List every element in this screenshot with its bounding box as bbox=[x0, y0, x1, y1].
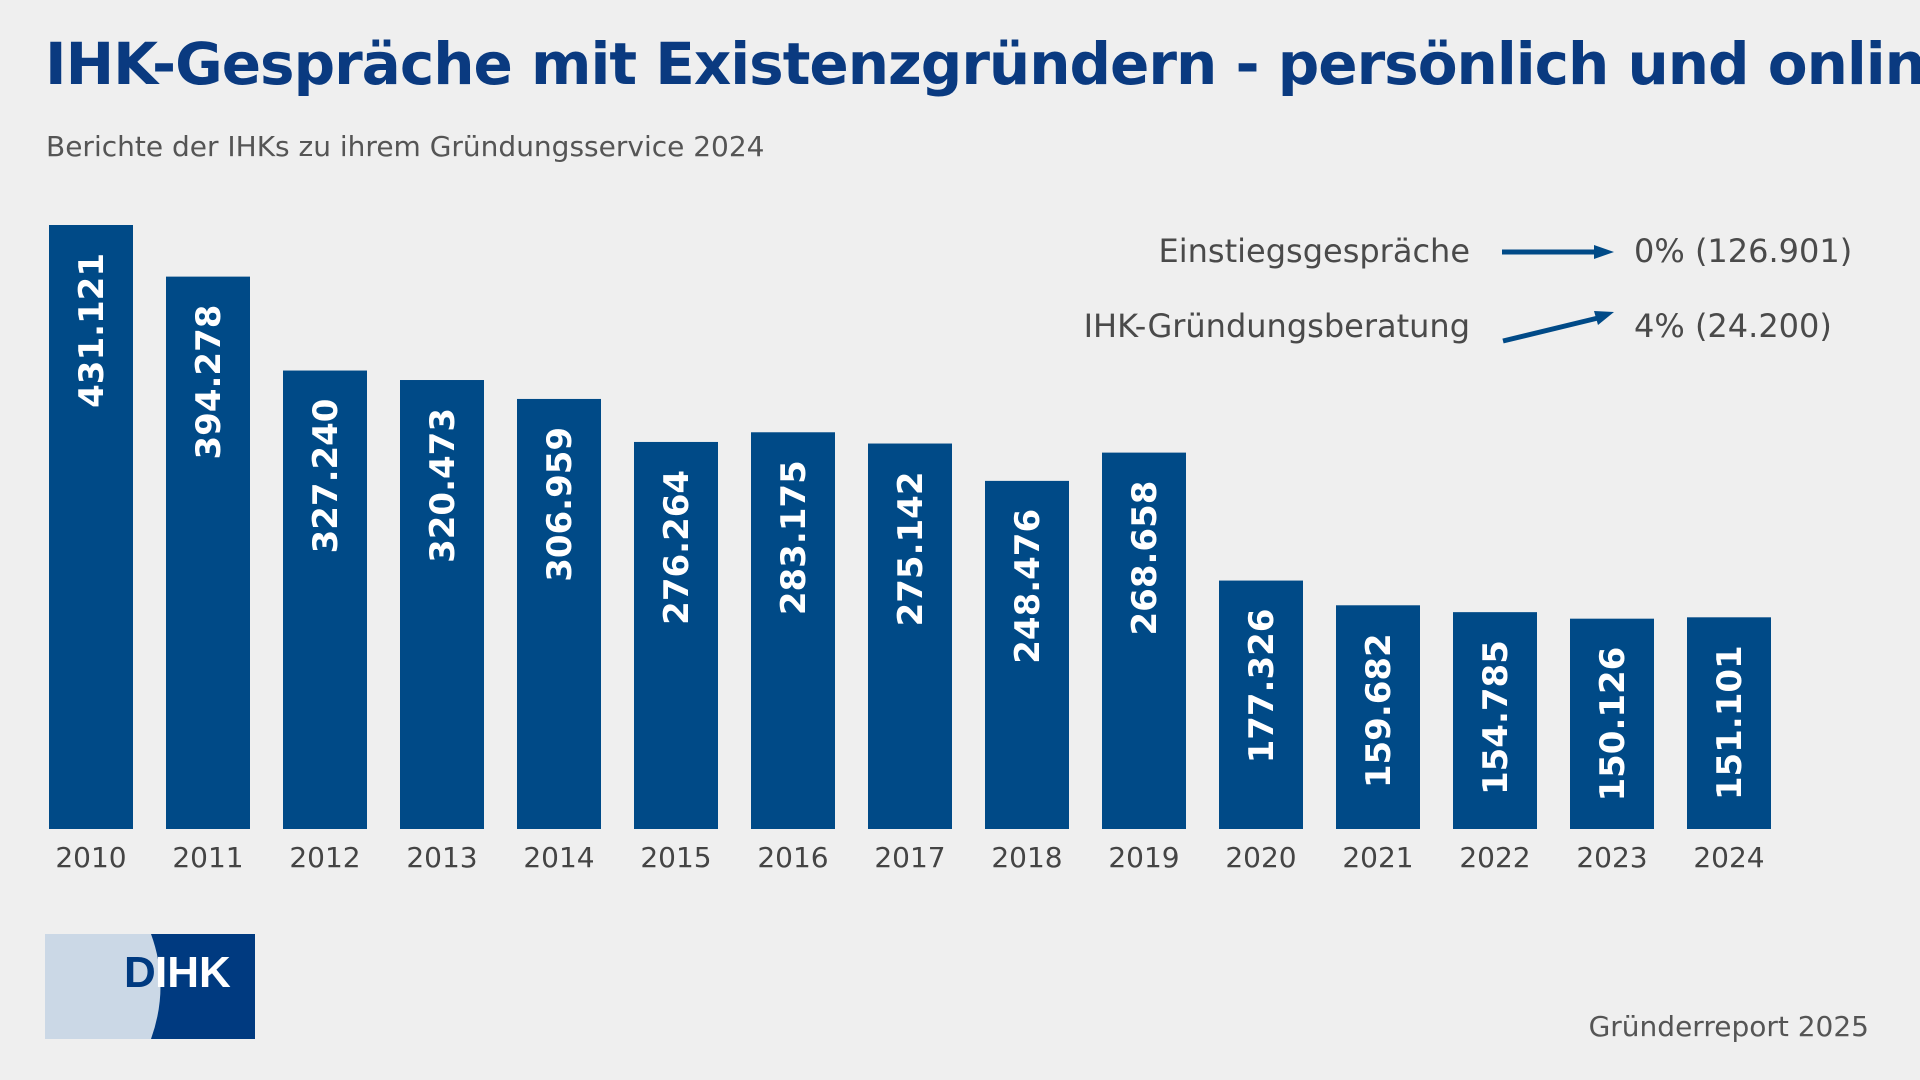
bar-2015 bbox=[634, 441, 718, 829]
x-tick-label: 2014 bbox=[523, 841, 594, 874]
data-label: 177.326 bbox=[1242, 609, 1282, 764]
bar-2022 bbox=[1453, 612, 1537, 829]
x-tick-label: 2010 bbox=[55, 841, 126, 874]
legend-value-beratung: 4% (24.200) bbox=[1634, 307, 1832, 345]
bar-2013 bbox=[400, 380, 484, 829]
legend-label-beratung: IHK-Gründungsberatung bbox=[1083, 307, 1470, 345]
source-footer: Gründerreport 2025 bbox=[1588, 1010, 1869, 1043]
data-label: 159.682 bbox=[1359, 633, 1399, 788]
arrow-up-icon bbox=[1502, 311, 1614, 344]
bar-2012 bbox=[283, 370, 367, 829]
chart-subtitle: Berichte der IHKs zu ihrem Gründungsserv… bbox=[46, 130, 765, 163]
x-tick-label: 2022 bbox=[1459, 841, 1530, 874]
data-label: 320.473 bbox=[423, 408, 463, 563]
x-tick-label: 2018 bbox=[991, 841, 1062, 874]
arrow-flat-icon bbox=[1502, 245, 1614, 259]
bar-2017 bbox=[868, 443, 952, 829]
dihk-logo: D IHK bbox=[45, 934, 255, 1039]
x-tick-label: 2024 bbox=[1693, 841, 1764, 874]
bar-2010 bbox=[49, 225, 133, 829]
x-tick-label: 2023 bbox=[1576, 841, 1647, 874]
data-label: 151.101 bbox=[1710, 645, 1750, 800]
bar-2011 bbox=[166, 276, 250, 829]
data-label: 150.126 bbox=[1593, 647, 1633, 802]
bar-2024 bbox=[1687, 617, 1771, 829]
x-tick-label: 2011 bbox=[172, 841, 243, 874]
x-tick-label: 2012 bbox=[289, 841, 360, 874]
data-label: 248.476 bbox=[1008, 509, 1048, 664]
svg-text:IHK: IHK bbox=[155, 948, 231, 997]
x-tick-label: 2020 bbox=[1225, 841, 1296, 874]
legend-value-einstieg: 0% (126.901) bbox=[1634, 232, 1853, 270]
x-tick-label: 2019 bbox=[1108, 841, 1179, 874]
bar-2019 bbox=[1102, 452, 1186, 829]
x-tick-label: 2017 bbox=[874, 841, 945, 874]
data-label: 275.142 bbox=[891, 472, 931, 627]
bar-2018 bbox=[985, 480, 1069, 829]
data-label: 327.240 bbox=[306, 399, 346, 554]
data-label: 276.264 bbox=[657, 470, 697, 625]
bar-2020 bbox=[1219, 580, 1303, 829]
chart-title: IHK-Gespräche mit Existenzgründern - per… bbox=[45, 30, 1920, 98]
data-label: 306.959 bbox=[540, 427, 580, 582]
bar-2023 bbox=[1570, 618, 1654, 829]
data-label: 394.278 bbox=[189, 305, 229, 460]
bar-2016 bbox=[751, 432, 835, 829]
x-tick-label: 2013 bbox=[406, 841, 477, 874]
data-label: 268.658 bbox=[1125, 481, 1165, 636]
svg-text:D: D bbox=[124, 948, 156, 997]
x-tick-label: 2021 bbox=[1342, 841, 1413, 874]
x-tick-label: 2015 bbox=[640, 841, 711, 874]
bar-2014 bbox=[517, 398, 601, 829]
x-tick-label: 2016 bbox=[757, 841, 828, 874]
legend-label-einstieg: Einstiegsgespräche bbox=[1158, 232, 1470, 270]
data-label: 283.175 bbox=[774, 460, 814, 615]
bar-2021 bbox=[1336, 605, 1420, 829]
data-label: 154.785 bbox=[1476, 640, 1516, 795]
data-label: 431.121 bbox=[72, 253, 112, 408]
